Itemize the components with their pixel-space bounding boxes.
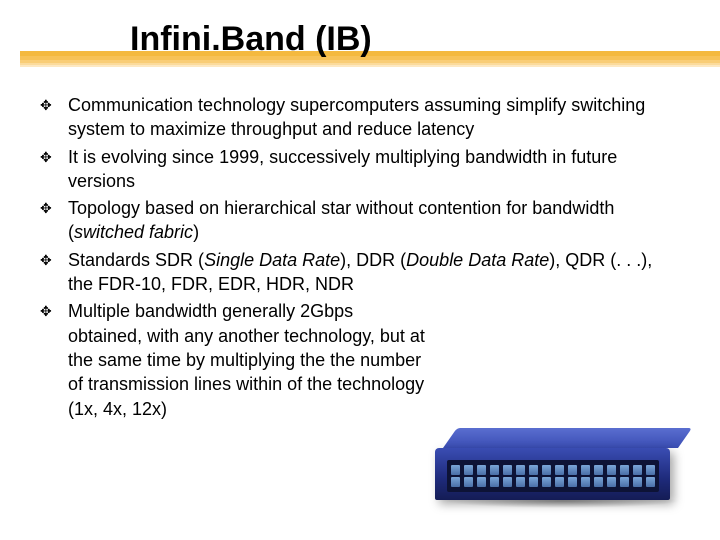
bullet-icon: ✥ (40, 96, 52, 115)
bullet-icon: ✥ (40, 251, 52, 270)
list-item: ✥ Multiple bandwidth generally 2Gbps obt… (40, 299, 680, 420)
bullet-text: Topology based on hierarchical star with… (68, 198, 614, 242)
list-item: ✥ Communication technology supercomputer… (40, 93, 680, 142)
network-switch-image (435, 405, 690, 500)
bullet-icon: ✥ (40, 148, 52, 167)
bullet-icon: ✥ (40, 302, 52, 321)
title-block: Infini.Band (IB) (130, 20, 680, 63)
list-item: ✥ It is evolving since 1999, successivel… (40, 145, 680, 194)
bullet-icon: ✥ (40, 199, 52, 218)
bullet-text: Communication technology supercomputers … (68, 95, 645, 139)
slide-title: Infini.Band (IB) (130, 20, 680, 63)
list-item: ✥ Standards SDR (Single Data Rate), DDR … (40, 248, 680, 297)
list-item: ✥ Topology based on hierarchical star wi… (40, 196, 680, 245)
switch-ports (447, 460, 659, 492)
slide: Infini.Band (IB) ✥ Communication technol… (0, 0, 720, 540)
bullet-list: ✥ Communication technology supercomputer… (40, 93, 680, 421)
bullet-text: Standards SDR (Single Data Rate), DDR (D… (68, 250, 652, 294)
bullet-text: It is evolving since 1999, successively … (68, 147, 617, 191)
bullet-text: Multiple bandwidth generally 2Gbps obtai… (68, 299, 428, 420)
